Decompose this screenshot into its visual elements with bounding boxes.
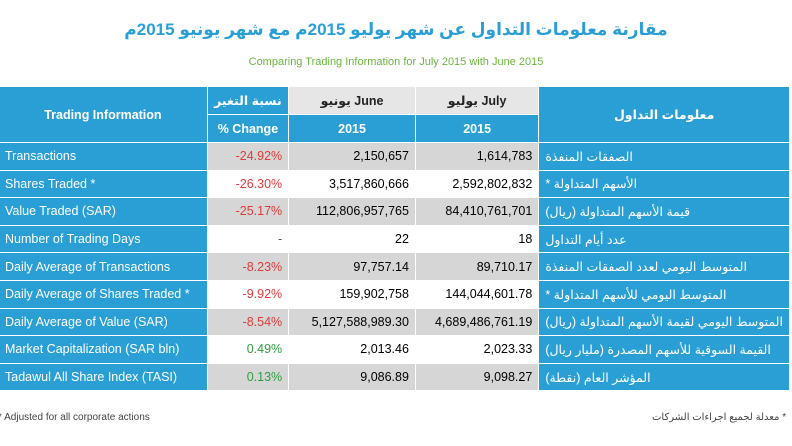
row-label-arabic: القيمة السوقية للأسهم المصدرة (مليار ريا… bbox=[538, 335, 790, 364]
header-june: يونيو June bbox=[288, 86, 416, 115]
row-july-value: 1,614,783 bbox=[414, 142, 540, 171]
row-change: -26.30% bbox=[206, 169, 290, 199]
row-change: -25.17% bbox=[206, 197, 290, 226]
row-label-arabic: المتوسط اليومي لقيمة الأسهم المتداولة (ر… bbox=[538, 307, 790, 337]
row-label-text: Tadawul All Share Index (TASI) bbox=[5, 370, 178, 385]
row-july-value: 18 bbox=[414, 224, 540, 254]
row-label-text: Daily Average of Shares Traded * bbox=[5, 287, 190, 302]
row-july-value: 89,710.17 bbox=[414, 252, 540, 281]
row-label-text: Number of Trading Days bbox=[5, 232, 141, 247]
row-label-text: Daily Average of Transactions bbox=[5, 259, 171, 274]
row-june-value: 97,757.14 bbox=[288, 252, 416, 281]
row-label-arabic: عدد أيام التداول bbox=[538, 224, 790, 254]
header-change-english: % Change bbox=[206, 114, 290, 143]
row-label-english: Value Traded (SAR) bbox=[0, 197, 208, 226]
row-change: -8.23% bbox=[206, 252, 290, 281]
header-year-july: 2015 bbox=[414, 114, 540, 143]
header-july: يوليو July bbox=[414, 86, 540, 115]
row-label-text: Market Capitalization (SAR bln) bbox=[5, 342, 180, 357]
row-july-value: 9,098.27 bbox=[414, 362, 540, 392]
row-label-text: Value Traded (SAR) bbox=[5, 204, 116, 219]
row-label-english: Tadawul All Share Index (TASI) bbox=[0, 362, 208, 392]
row-label-arabic: قيمة الأسهم المتداولة (ريال) bbox=[538, 197, 790, 226]
row-july-value: 4,689,486,761.19 bbox=[414, 307, 540, 337]
row-label-text: Daily Average of Value (SAR) bbox=[5, 314, 168, 329]
row-label-arabic: الصفقات المنفذة bbox=[538, 142, 790, 171]
table-row: Number of Trading Days -22 18 عدد أيام التد… bbox=[0, 224, 790, 254]
row-change: 0.13% bbox=[206, 362, 290, 392]
row-label-text: Transactions bbox=[5, 149, 77, 164]
row-change: 0.49% bbox=[206, 335, 290, 364]
header-change-arabic: نسبة التغير bbox=[206, 86, 290, 115]
row-june-value: 2,150,657 bbox=[288, 142, 416, 171]
row-july-value: 144,044,601.78 bbox=[414, 279, 540, 309]
table-row: Shares Traded * -26.30% 3,517,860,666 2,592… bbox=[0, 169, 790, 199]
row-label-text: Shares Traded * bbox=[5, 176, 96, 191]
row-june-value: 5,127,588,989.30 bbox=[288, 307, 416, 337]
table-row: Daily Average of Transactions -8.23% 97,75… bbox=[0, 252, 790, 281]
row-july-value: 2,023.33 bbox=[414, 335, 540, 364]
row-change: -8.54% bbox=[206, 307, 290, 337]
row-label-english: Transactions bbox=[0, 142, 208, 171]
row-change: -9.92% bbox=[206, 279, 290, 309]
row-change: - bbox=[206, 224, 290, 254]
header-trading-information: Trading Information bbox=[0, 86, 208, 143]
row-label-english: Daily Average of Transactions bbox=[0, 252, 208, 281]
row-june-value: 112,806,957,765 bbox=[288, 197, 416, 226]
row-label-english: Market Capitalization (SAR bln) bbox=[0, 335, 208, 364]
row-label-english: Number of Trading Days bbox=[0, 224, 208, 254]
row-june-value: 9,086.89 bbox=[288, 362, 416, 392]
row-june-value: 3,517,860,666 bbox=[288, 169, 416, 199]
table-row: Value Traded (SAR) -25.17% 112,806,957,765… bbox=[0, 197, 790, 226]
row-label-english: Daily Average of Shares Traded * bbox=[0, 279, 208, 309]
footnote-english: * Adjusted for all corporate actions bbox=[0, 412, 150, 423]
trading-comparison-table: Trading Information نسبة التغير يونيو Ju… bbox=[0, 86, 790, 392]
table-row: Tadawul All Share Index (TASI) 0.13% 9,086… bbox=[0, 362, 790, 392]
page-subtitle-english: Comparing Trading Information for July 2… bbox=[248, 56, 544, 68]
row-label-arabic: المتوسط اليومي لعدد الصفقات المنفذة bbox=[538, 252, 790, 281]
row-june-value: 159,902,758 bbox=[288, 279, 416, 309]
footnote-arabic: * معدلة لجميع اجراءات الشركات bbox=[652, 412, 787, 423]
row-july-value: 2,592,802,832 bbox=[414, 169, 540, 199]
row-july-value: 84,410,761,701 bbox=[414, 197, 540, 226]
header-trading-information-arabic: معلومات التداول bbox=[538, 86, 790, 143]
row-change: -24.92% bbox=[206, 142, 290, 171]
page-title-arabic: مقارنة معلومات التداول عن شهر يوليو 2015… bbox=[124, 20, 668, 39]
table-row: Daily Average of Value (SAR) -8.54% 5,127,… bbox=[0, 307, 790, 337]
row-june-value: 2,013.46 bbox=[288, 335, 416, 364]
table-row: Daily Average of Shares Traded * -9.92% 15… bbox=[0, 279, 790, 309]
row-label-english: Daily Average of Value (SAR) bbox=[0, 307, 208, 337]
header-year-june: 2015 bbox=[288, 114, 416, 143]
row-label-arabic: المتوسط اليومي للأسهم المتداولة * bbox=[538, 279, 790, 309]
table-row: Transactions -24.92% 2,150,657 1,614,783 الص… bbox=[0, 142, 790, 171]
row-label-arabic: الأسهم المتداولة * bbox=[538, 169, 790, 199]
row-label-arabic: المؤشر العام (نقطة) bbox=[538, 362, 790, 392]
row-label-english: Shares Traded * bbox=[0, 169, 208, 199]
row-june-value: 22 bbox=[288, 224, 416, 254]
table-row: Market Capitalization (SAR bln) 0.49% 2,01… bbox=[0, 335, 790, 364]
